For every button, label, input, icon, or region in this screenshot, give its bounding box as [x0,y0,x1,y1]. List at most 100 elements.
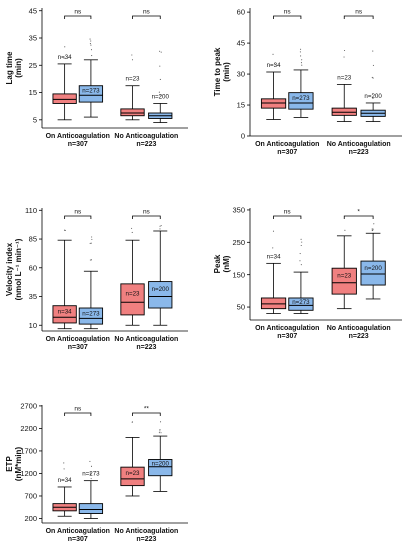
outlier-point [160,225,162,227]
outlier-point [63,462,65,464]
x-category-label-line: On Anticoagulation [46,528,110,535]
box-no-anticoagulation [288,297,314,311]
x-category-label-line: On Anticoagulation [46,336,110,343]
y-tick-label: 35 [29,292,37,301]
significance-bracket [132,412,161,416]
outlier-point [159,228,161,230]
sample-size-label: n=23 [337,74,351,81]
significance-bracket [273,215,302,219]
outlier-point [160,51,162,53]
y-tick-label: 85 [29,235,37,244]
significance-bracket [132,215,161,219]
outlier-point [300,264,302,266]
box-no-anticoagulation [148,459,173,477]
significance-bracket [343,215,374,219]
outlier-point [131,421,133,423]
outlier-point [372,64,374,66]
x-category-label-line: On Anticoagulation [46,133,110,140]
y-tick-label: 2200 [20,424,37,433]
significance-label: ns [284,9,292,16]
x-category-label: On Anticoagulation n=307 [46,133,110,148]
significance-label: ns [74,406,82,413]
sample-size-label: n=273 [292,299,310,306]
y-axis-label-line: (nM*min) [14,447,23,482]
y-axis-label-line: Time to peak [213,47,222,96]
outlier-point [89,242,91,244]
x-category-label-line: n=307 [277,333,297,340]
x-category-label: No Anticoagulation n=223 [327,141,391,156]
outlier-point [299,260,301,262]
x-category-label: On Anticoagulation n=307 [46,336,110,351]
outlier-point [159,430,161,432]
outlier-point [159,421,162,423]
y-axis-label-line: Lag time [5,51,14,84]
y-axis-label-line: (min) [14,58,23,78]
y-axis-label: Lag time(min) [5,51,23,84]
box-on-anticoagulation [52,93,77,104]
x-category-label: No Anticoagulation n=223 [114,528,178,543]
outlier-point [159,78,161,80]
outlier-point [300,62,303,64]
y-axis-label: Peak(nM) [213,254,231,273]
x-category-label-line: No Anticoagulation [114,336,178,343]
outlier-point [91,55,93,57]
y-axis-label-line: Velocity index [5,242,14,296]
outlier-point [372,50,374,52]
x-category-label: No Anticoagulation n=223 [327,325,391,340]
x-category-label-line: No Anticoagulation [327,141,391,148]
y-tick-label: 350 [232,206,245,215]
outlier-point [91,238,93,240]
box-no-anticoagulation [360,260,386,286]
outlier-point [89,43,91,45]
y-tick-label: 15 [29,88,37,97]
outlier-point [273,63,276,65]
significance-label: ns [74,209,82,216]
outlier-point [159,428,161,431]
outlier-point [89,259,91,261]
box-on-anticoagulation [120,283,145,316]
outlier-point [301,241,303,243]
y-tick-label: 1700 [20,447,37,456]
significance-label: ** [144,406,150,413]
y-tick-label: 700 [24,492,37,501]
sample-size-label: n=200 [364,93,382,100]
sample-size-label: n=200 [364,265,382,272]
outlier-point [159,65,161,67]
sample-size-label: n=34 [267,253,281,260]
box-on-anticoagulation [331,267,357,295]
outlier-point [300,238,302,240]
y-axis-label-line: Peak [213,254,222,273]
outlier-point [300,55,302,57]
significance-bracket [273,15,302,19]
x-category-label-line: n=223 [349,333,369,340]
significance-bracket [64,15,92,19]
y-tick-label: 5 [33,115,37,124]
outlier-point [90,474,92,476]
x-category-label-line: n=307 [68,141,88,148]
outlier-point [131,231,133,234]
y-tick-label: 60 [29,263,37,272]
sample-size-label: n=23 [126,76,140,83]
x-category-label-line: n=223 [136,536,156,543]
outlier-point [371,76,373,78]
outlier-point [89,472,91,474]
significance-label: ns [355,9,363,16]
sample-size-label: n=34 [58,309,72,316]
outlier-point [90,242,92,244]
y-tick-label: 1200 [20,469,37,478]
box-on-anticoagulation [120,466,145,487]
outlier-point [63,468,65,470]
outlier-point [299,51,301,53]
outlier-point [301,59,303,61]
significance-bracket [132,15,161,19]
y-tick-label: 10 [29,321,37,330]
sample-size-label: n=273 [292,95,310,102]
sample-size-label: n=273 [82,310,100,317]
sample-size-label: n=23 [337,273,351,280]
outlier-point [90,478,92,480]
sample-size-label: n=34 [58,54,72,61]
x-category-label-line: n=223 [136,344,156,351]
outlier-point [344,229,346,231]
x-category-label: On Anticoagulation n=307 [255,325,319,340]
